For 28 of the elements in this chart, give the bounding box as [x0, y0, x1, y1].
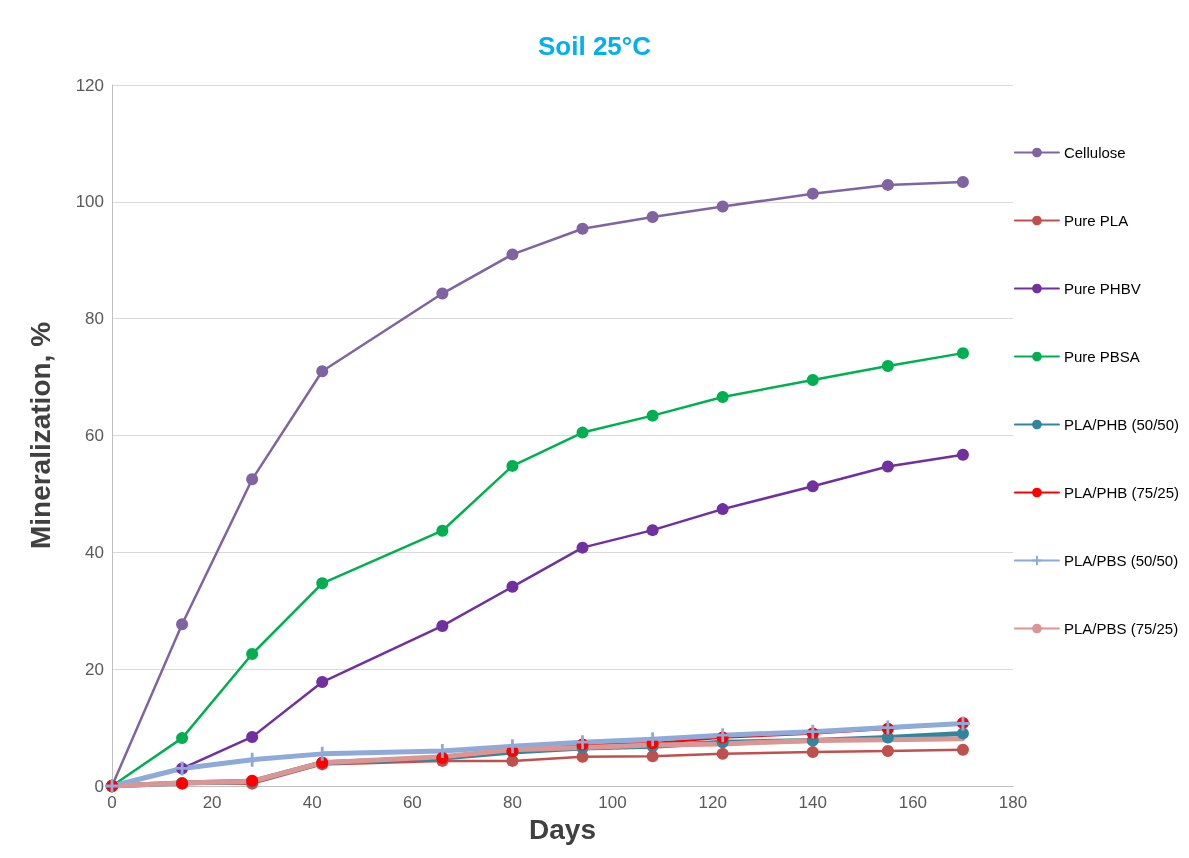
x-tick-label: 140 — [798, 793, 827, 812]
x-tick-label: 80 — [502, 793, 522, 812]
y-tick-label: 80 — [85, 309, 104, 329]
y-tick-label: 60 — [85, 426, 104, 445]
legend-label: Pure PHBV — [1063, 280, 1141, 297]
x-tick-label: 20 — [202, 793, 222, 812]
y-axis-title: Mineralization, % — [24, 321, 56, 550]
y-tick-label: 20 — [85, 659, 104, 679]
x-tick-label: 180 — [998, 793, 1028, 812]
legend-label: PLA/PHB (50/50) — [1063, 416, 1180, 433]
legend-label: PLA/PHB (75/25) — [1063, 484, 1180, 501]
legend-label: Cellulose — [1063, 144, 1126, 161]
x-tick-label: 40 — [302, 793, 322, 812]
x-tick-label: 120 — [698, 793, 727, 812]
x-tick-label: 60 — [402, 793, 422, 812]
x-axis-title: Days — [529, 814, 596, 846]
y-tick-label: 100 — [75, 192, 104, 212]
legend-label: PLA/PBS (50/50) — [1063, 552, 1179, 569]
x-tick-label: 100 — [598, 793, 627, 812]
legend-label: Pure PLA — [1063, 212, 1129, 229]
chart-title: Soil 25°C — [538, 31, 652, 61]
x-tick-label: 0 — [107, 793, 117, 812]
legend-label: PLA/PBS (75/25) — [1063, 620, 1179, 637]
y-tick-label: 0 — [94, 776, 104, 796]
legend-label: Pure PBSA — [1063, 348, 1140, 365]
y-tick-label: 120 — [75, 75, 104, 95]
x-tick-label: 160 — [898, 793, 928, 812]
y-tick-label: 40 — [85, 542, 104, 562]
